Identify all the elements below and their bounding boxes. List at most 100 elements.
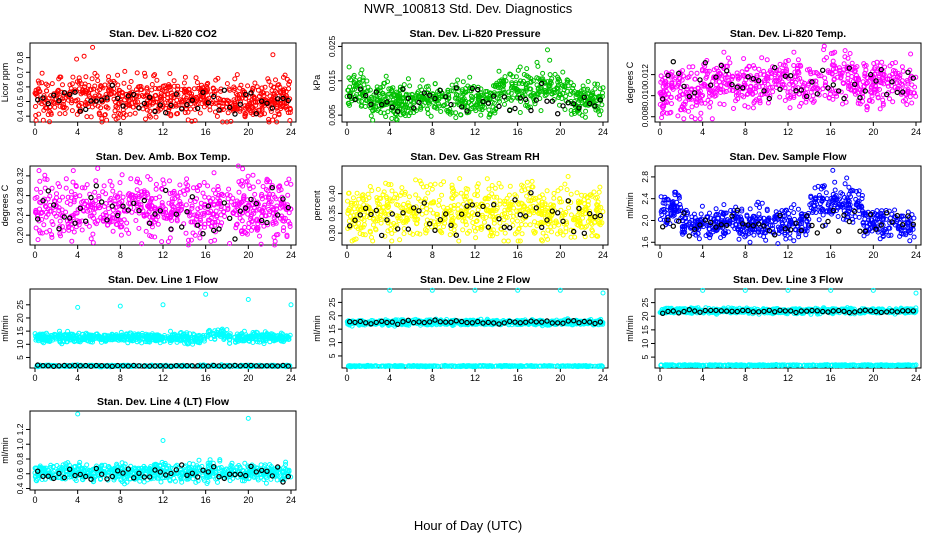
data-point [137, 84, 143, 89]
data-point [844, 65, 850, 71]
overlay-point [93, 183, 100, 189]
x-tick-label: 24 [598, 127, 608, 137]
data-point [225, 203, 230, 209]
data-points [32, 163, 294, 248]
overlay-point [226, 215, 233, 221]
data-point [742, 74, 748, 79]
data-point [370, 117, 376, 123]
data-point [509, 80, 515, 86]
data-point [359, 92, 365, 98]
x-tick-label: 8 [430, 250, 435, 260]
data-point [664, 110, 670, 116]
data-point [367, 184, 373, 189]
overlay-point [146, 94, 153, 101]
data-point [243, 105, 249, 111]
x-tick-label: 16 [201, 373, 211, 383]
data-point [528, 104, 533, 110]
data-point [455, 202, 461, 208]
data-point [863, 67, 869, 73]
data-point [175, 83, 181, 89]
data-point [220, 119, 226, 125]
data-point [523, 85, 529, 91]
data-point [513, 74, 519, 80]
data-point [257, 233, 262, 239]
data-point [350, 195, 356, 201]
y-tick-label: 0.5 [15, 95, 25, 107]
overlay-point [894, 89, 901, 96]
overlay-point [745, 74, 751, 80]
data-point [143, 116, 148, 122]
data-point [453, 115, 459, 121]
data-point [722, 81, 728, 86]
data-point [818, 73, 824, 79]
data-point [152, 93, 158, 99]
overlay-point [846, 65, 853, 71]
data-point [597, 184, 603, 190]
data-point [197, 235, 203, 241]
data-point [519, 231, 525, 237]
data-point [208, 238, 214, 244]
data-point [840, 101, 845, 107]
data-point [491, 83, 496, 89]
data-point [246, 225, 252, 230]
data-point [484, 176, 490, 182]
data-point [401, 231, 407, 237]
data-point [841, 61, 847, 67]
data-point [413, 95, 419, 101]
data-point [106, 206, 111, 212]
overlay-point [729, 81, 735, 88]
data-point [726, 55, 731, 61]
data-point [344, 94, 350, 99]
overlay-point [51, 92, 57, 98]
data-point [39, 70, 45, 76]
overlay-point [660, 224, 666, 230]
overlay-point [517, 95, 524, 101]
data-point [274, 203, 280, 209]
overlay-point [98, 199, 105, 205]
overlay-point [453, 85, 459, 91]
y-tick-label: 10 [15, 339, 25, 349]
data-point [57, 197, 62, 203]
data-point [552, 87, 558, 93]
data-point [491, 100, 497, 106]
data-point [698, 110, 704, 116]
y-tick-label: 0.4 [15, 110, 25, 122]
y-tick-label: 20 [15, 313, 25, 323]
overlay-point [788, 72, 794, 79]
data-point [811, 98, 817, 104]
overlay-point [162, 109, 169, 116]
data-point [168, 113, 174, 119]
overlay-point [469, 85, 475, 92]
data-point [201, 104, 207, 110]
data-point [383, 96, 389, 102]
chart-title: Stan. Dev. Amb. Box Temp. [96, 151, 231, 163]
overlay-point [221, 87, 227, 93]
data-point [382, 80, 388, 86]
data-point [175, 102, 181, 108]
data-point [597, 112, 603, 118]
data-point [549, 76, 555, 82]
overlay-point [480, 98, 486, 105]
data-point [132, 110, 138, 116]
data-point [744, 67, 750, 73]
data-point [706, 87, 712, 92]
data-point [571, 82, 576, 88]
data-point [527, 222, 533, 228]
data-point [705, 71, 711, 77]
data-point [900, 82, 906, 88]
data-point [733, 98, 739, 104]
data-point [759, 200, 765, 206]
data-point [661, 89, 667, 95]
data-point [600, 209, 606, 215]
data-point [469, 97, 474, 103]
data-point [544, 89, 550, 94]
data-point [235, 163, 241, 169]
data-point [232, 101, 238, 107]
data-point [103, 191, 109, 197]
data-point [507, 183, 513, 189]
data-point [568, 212, 574, 218]
data-point [266, 116, 272, 122]
overlay-point [836, 88, 842, 94]
data-point [211, 187, 217, 193]
